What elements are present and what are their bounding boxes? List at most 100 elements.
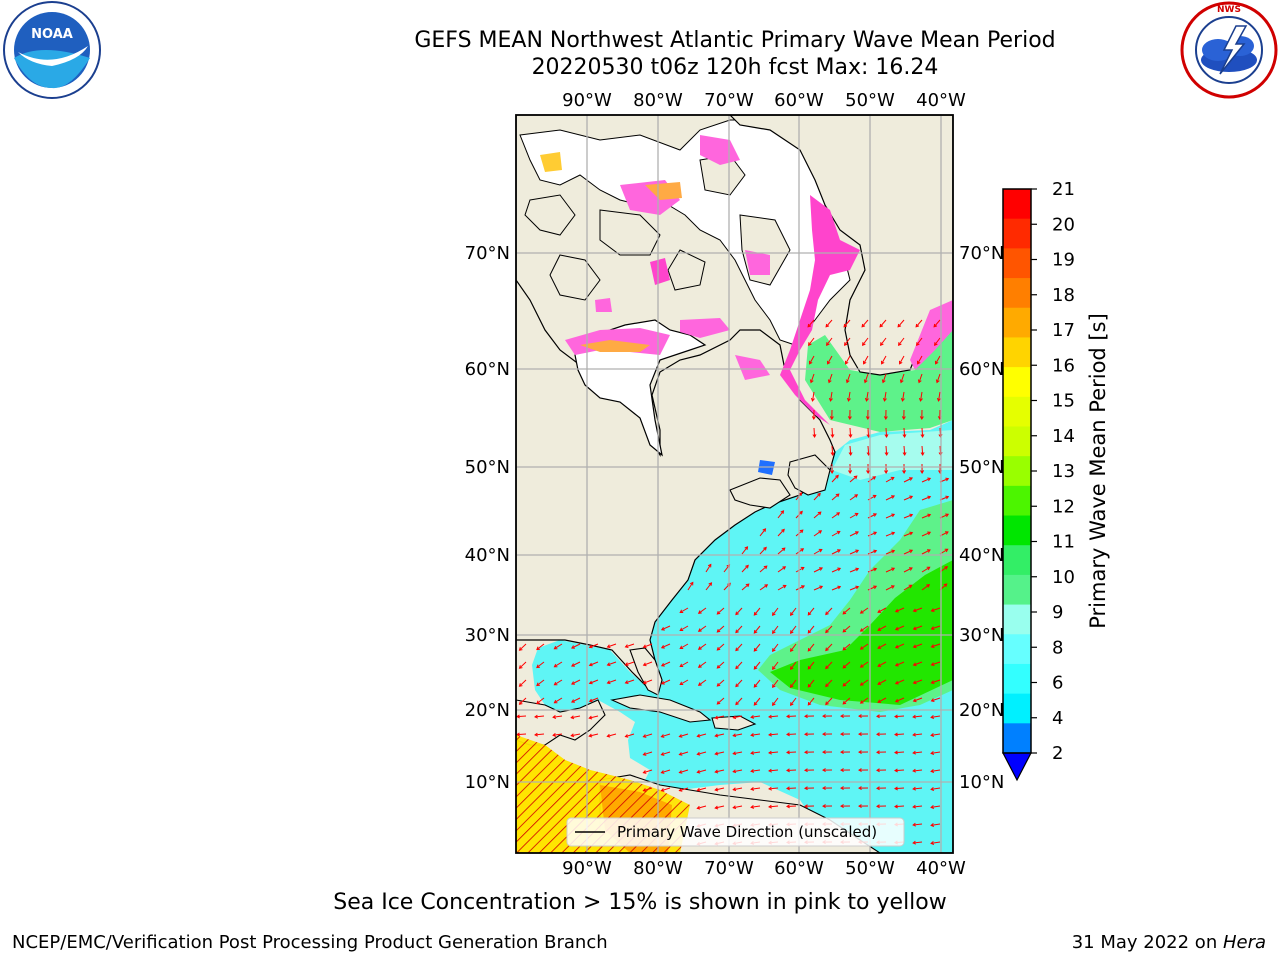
wave-direction-arrow (867, 476, 876, 483)
wave-direction-arrowhead (830, 452, 835, 456)
wave-direction-arrow (697, 733, 707, 737)
wave-direction-arrow (894, 805, 905, 808)
wave-direction-arrowhead (842, 610, 847, 615)
wave-direction-arrowhead (912, 822, 917, 827)
wave-direction-arrow (842, 643, 851, 651)
wave-direction-arrowhead (912, 608, 917, 613)
wave-direction-arrow (795, 548, 804, 555)
wave-direction-arrowhead (891, 495, 896, 499)
wave-direction-arrowhead (876, 768, 880, 773)
wave-direction-arrowhead (848, 434, 853, 438)
wave-direction-arrow (913, 625, 923, 630)
wave-direction-arrow (786, 805, 797, 807)
wave-direction-arrow (554, 697, 563, 704)
wave-direction-arrowhead (786, 750, 790, 755)
wave-direction-arrowhead (804, 768, 808, 773)
wave-direction-arrowhead (894, 626, 899, 631)
wave-direction-arrow (735, 697, 743, 705)
wave-direction-arrowhead (744, 546, 749, 550)
wave-direction-arrowhead (854, 494, 859, 498)
wave-direction-arrow (921, 427, 924, 438)
wave-direction-arrowhead (863, 360, 867, 365)
colorbar-segment (1003, 574, 1031, 606)
wave-direction-arrowhead (912, 714, 917, 719)
wave-direction-arrowhead (781, 528, 785, 533)
wave-direction-arrowhead (909, 513, 914, 518)
wave-direction-arrow (741, 565, 749, 573)
wave-direction-arrowhead (678, 752, 683, 756)
wave-direction-arrowhead (845, 360, 849, 365)
wave-direction-arrow (813, 427, 816, 438)
wave-direction-arrowhead (901, 416, 906, 420)
wave-direction-arrowhead (536, 646, 540, 651)
lon-label-bottom: 50°W (845, 858, 895, 879)
lon-label-bottom: 80°W (633, 858, 683, 879)
wave-direction-arrowhead (553, 699, 558, 704)
wave-direction-arrow (936, 373, 941, 383)
wave-direction-arrowhead (873, 567, 878, 572)
wave-direction-arrow (790, 607, 797, 616)
wave-direction-arrowhead (827, 360, 831, 365)
wave-direction-arrow (807, 607, 815, 616)
wave-direction-arrowhead (930, 608, 935, 612)
wave-direction-arrowhead (912, 786, 917, 791)
wave-direction-arrowhead (804, 804, 808, 809)
colorbar-segment (1003, 248, 1031, 279)
wave-direction-arrowhead (930, 662, 935, 666)
wave-direction-arrow (777, 566, 786, 573)
wave-direction-arrowhead (818, 548, 823, 553)
wave-direction-arrow (877, 697, 887, 703)
wave-direction-arrowhead (708, 582, 713, 586)
wave-direction-arrow (786, 769, 797, 771)
colorbar-tick-label: 20 (1052, 214, 1075, 235)
wave-direction-arrow (625, 679, 635, 684)
wave-direction-arrow (860, 607, 869, 614)
wave-direction-arrow (849, 427, 852, 438)
wave-direction-arrow (903, 445, 906, 456)
wave-direction-arrowhead (786, 714, 790, 719)
wave-direction-arrow (753, 643, 761, 652)
wave-direction-arrowhead (678, 734, 683, 738)
wave-direction-arrow (571, 715, 581, 719)
wave-direction-arrow (885, 585, 895, 591)
wave-direction-arrow (753, 679, 761, 688)
wave-direction-arrowhead (873, 531, 878, 536)
wave-direction-arrow (534, 733, 545, 736)
wave-direction-arrow (716, 697, 725, 705)
lat-label-right: 70°N (959, 243, 1004, 264)
wave-direction-arrow (795, 567, 805, 573)
wave-direction-arrowhead (735, 665, 739, 670)
wave-direction-arrow (825, 625, 833, 633)
wave-direction-arrowhead (570, 715, 575, 720)
colorbar-tick-label: 12 (1052, 496, 1075, 517)
wave-direction-arrowhead (552, 715, 557, 719)
wave-direction-arrowhead (768, 768, 773, 773)
lon-label-bottom: 70°W (704, 858, 754, 879)
wave-direction-arrow (679, 769, 689, 774)
wave-direction-arrow (933, 319, 941, 328)
wave-direction-arrow (643, 769, 653, 774)
wave-direction-arrow (643, 733, 653, 738)
wave-direction-arrow (860, 625, 869, 632)
wave-direction-arrow (751, 769, 761, 772)
wave-direction-arrowhead (588, 698, 593, 703)
wave-direction-arrowhead (930, 823, 935, 827)
wave-direction-arrowhead (917, 379, 922, 384)
wave-direction-arrow (534, 715, 545, 718)
wave-direction-arrow (867, 445, 870, 456)
wave-direction-arrowhead (877, 699, 882, 703)
lat-label-right: 10°N (959, 772, 1004, 793)
wave-direction-arrowhead (877, 663, 882, 667)
wave-direction-arrowhead (660, 734, 665, 738)
colorbar-tick-label: 14 (1052, 426, 1075, 447)
wave-direction-arrowhead (588, 680, 593, 685)
wave-direction-arrowhead (807, 629, 812, 634)
wave-direction-arrow (842, 607, 851, 615)
wave-direction-arrowhead (518, 647, 523, 651)
wave-direction-arrow (679, 733, 689, 738)
footer-date: 31 May 2022 on Hera (1072, 932, 1266, 953)
wave-direction-arrowhead (716, 682, 721, 687)
wave-direction-arrowhead (588, 715, 593, 720)
wave-direction-arrowhead (897, 323, 902, 328)
wave-direction-arrowhead (812, 434, 817, 438)
